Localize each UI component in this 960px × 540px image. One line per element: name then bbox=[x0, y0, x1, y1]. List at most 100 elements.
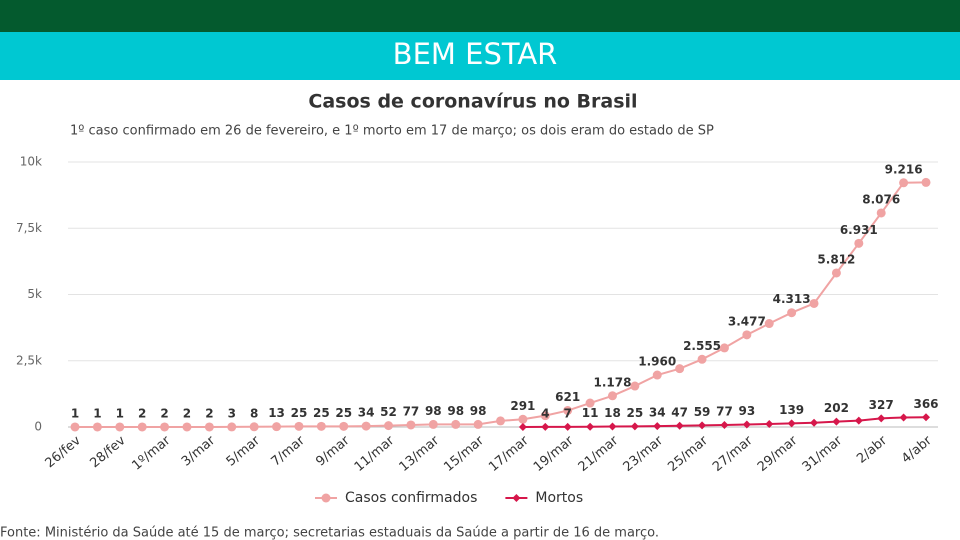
legend-label: Casos confirmados bbox=[345, 490, 477, 506]
x-tick-label: 17/mar bbox=[486, 433, 532, 475]
point bbox=[698, 421, 707, 430]
point bbox=[652, 370, 662, 380]
point bbox=[496, 416, 505, 426]
point bbox=[697, 354, 707, 364]
data-label: 621 bbox=[555, 390, 580, 404]
data-label: 7 bbox=[564, 406, 572, 420]
point bbox=[204, 422, 214, 432]
point bbox=[428, 419, 438, 429]
chart-subtitle: 1º caso confirmado em 26 de fevereiro, e… bbox=[70, 124, 714, 139]
point bbox=[563, 422, 572, 431]
point bbox=[607, 391, 617, 401]
x-tick-label: 27/mar bbox=[710, 433, 756, 475]
point bbox=[137, 422, 147, 432]
point bbox=[384, 421, 394, 431]
x-tick-label: 25/mar bbox=[665, 433, 711, 475]
data-label: 59 bbox=[694, 405, 711, 419]
point bbox=[227, 422, 237, 432]
point bbox=[720, 420, 729, 429]
point bbox=[809, 298, 819, 308]
point bbox=[787, 308, 797, 318]
data-label: 9.216 bbox=[885, 162, 923, 176]
y-tick-label: 10k bbox=[20, 155, 42, 169]
point bbox=[854, 416, 863, 425]
point bbox=[249, 422, 259, 432]
data-label: 4 bbox=[541, 406, 549, 420]
point bbox=[272, 422, 282, 432]
data-label: 3.477 bbox=[728, 314, 766, 328]
data-label: 4.313 bbox=[773, 292, 811, 306]
data-label: 25 bbox=[313, 406, 330, 420]
point bbox=[585, 398, 595, 408]
point bbox=[451, 419, 461, 429]
point bbox=[675, 421, 684, 430]
x-tick-label: 11/mar bbox=[352, 433, 398, 475]
data-label: 2 bbox=[160, 406, 168, 420]
data-label: 139 bbox=[779, 403, 804, 417]
header-title: BEM ESTAR bbox=[393, 37, 558, 71]
data-label: 3 bbox=[228, 406, 236, 420]
data-label: 98 bbox=[425, 404, 442, 418]
data-label: 1 bbox=[93, 406, 101, 420]
data-label: 77 bbox=[403, 404, 420, 418]
x-tick-label: 21/mar bbox=[576, 433, 622, 475]
point bbox=[563, 406, 573, 416]
point bbox=[608, 422, 617, 431]
point bbox=[630, 422, 639, 431]
point bbox=[675, 364, 685, 374]
header-band bbox=[0, 32, 960, 80]
x-tick-label: 31/mar bbox=[800, 433, 846, 475]
point bbox=[787, 419, 796, 428]
x-tick-label: 4/abr bbox=[899, 433, 935, 467]
point bbox=[765, 419, 774, 428]
point bbox=[92, 422, 102, 432]
point bbox=[742, 330, 752, 340]
x-tick-label: 23/mar bbox=[621, 433, 667, 475]
point bbox=[541, 422, 550, 431]
point bbox=[630, 381, 640, 391]
data-label: 8 bbox=[250, 406, 258, 420]
x-tick-label: 1º/mar bbox=[129, 433, 173, 474]
data-label: 2 bbox=[183, 406, 191, 420]
data-label: 13 bbox=[268, 406, 285, 420]
data-label: 327 bbox=[869, 398, 894, 412]
legend-marker bbox=[512, 494, 521, 502]
x-tick-label: 3/mar bbox=[179, 433, 219, 470]
y-tick-label: 2,5k bbox=[16, 353, 42, 367]
point bbox=[810, 418, 819, 427]
point bbox=[115, 422, 125, 432]
data-label: 2 bbox=[205, 406, 213, 420]
legend-label: Mortos bbox=[535, 490, 583, 506]
point bbox=[294, 421, 304, 431]
point bbox=[877, 414, 886, 423]
x-tick-label: 29/mar bbox=[755, 433, 801, 475]
point bbox=[764, 319, 774, 329]
x-tick-label: 9/mar bbox=[313, 433, 353, 470]
y-tick-label: 0 bbox=[34, 420, 42, 434]
point bbox=[921, 177, 931, 187]
data-label: 11 bbox=[582, 406, 599, 420]
y-tick-label: 7,5k bbox=[16, 221, 42, 235]
top-band bbox=[0, 0, 960, 32]
x-tick-label: 2/abr bbox=[854, 433, 890, 467]
point bbox=[518, 422, 527, 431]
point bbox=[586, 422, 595, 431]
point bbox=[160, 422, 170, 432]
x-tick-label: 26/fev bbox=[43, 433, 84, 471]
data-label: 25 bbox=[291, 406, 308, 420]
data-label: 2 bbox=[138, 406, 146, 420]
point bbox=[473, 419, 483, 429]
data-label: 93 bbox=[738, 404, 755, 418]
data-label: 366 bbox=[913, 397, 938, 411]
data-label: 98 bbox=[447, 404, 464, 418]
point bbox=[854, 238, 864, 248]
point bbox=[719, 343, 729, 353]
point bbox=[653, 422, 662, 431]
point bbox=[518, 414, 528, 424]
data-label: 52 bbox=[380, 405, 397, 419]
chart-title: Casos de coronavírus no Brasil bbox=[308, 91, 637, 113]
data-label: 2.555 bbox=[683, 339, 721, 353]
data-label: 34 bbox=[649, 406, 666, 420]
y-tick-label: 5k bbox=[27, 287, 42, 301]
x-tick-label: 15/mar bbox=[441, 433, 487, 475]
